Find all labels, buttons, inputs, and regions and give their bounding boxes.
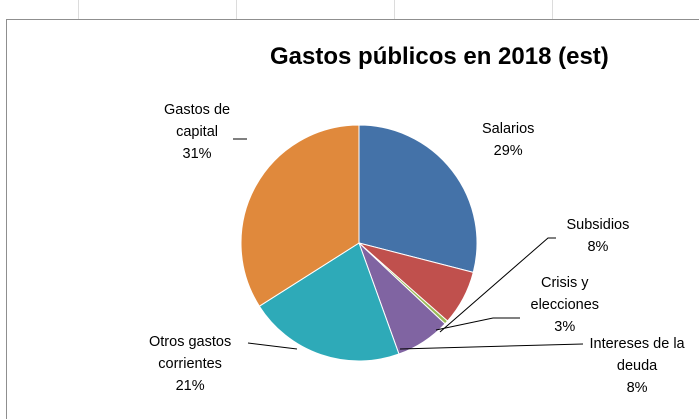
chart-title: Gastos públicos en 2018 (est)	[270, 43, 609, 70]
pie-chart[interactable]	[0, 0, 699, 405]
data-label-category: deuda	[616, 358, 658, 374]
data-label-percent: 3%	[554, 319, 576, 335]
leader-line	[439, 237, 556, 333]
data-label-percent: 21%	[175, 378, 205, 394]
leader-line	[435, 317, 520, 331]
pie-slice-salarios[interactable]	[358, 124, 478, 273]
column-gridline	[552, 0, 553, 19]
data-label-category: capital	[176, 124, 218, 140]
data-label-category: Subsidios	[566, 217, 630, 233]
column-gridline	[236, 0, 237, 19]
data-label-category: Crisis y	[540, 275, 589, 291]
data-label: Gastos de capital 31%	[164, 99, 230, 165]
data-label: Intereses de la deuda 8%	[590, 333, 685, 399]
data-label-category: Gastos de	[164, 102, 231, 118]
data-label-category: Salarios	[482, 121, 535, 137]
data-label: Otros gastos corrientes 21%	[149, 331, 231, 397]
data-label-percent: 29%	[493, 143, 523, 159]
column-gridline	[78, 0, 79, 19]
data-label-category: Intereses de la	[589, 336, 685, 352]
data-label-category: Otros gastos	[149, 334, 232, 350]
leader-line	[399, 343, 584, 350]
data-label: Subsidios 8%	[567, 214, 630, 258]
pie-slice-gastos-de-capital[interactable]	[240, 124, 360, 307]
data-label: Salarios 29%	[482, 118, 534, 162]
data-label-category: elecciones	[530, 297, 600, 313]
column-gridline	[394, 0, 395, 19]
pie-slice-otros-gastos-corrientes[interactable]	[258, 242, 400, 362]
data-label-percent: 8%	[626, 380, 648, 396]
spreadsheet-column-strip	[0, 0, 699, 19]
data-label-percent: 31%	[182, 146, 212, 162]
data-label-percent: 8%	[587, 239, 609, 255]
data-label-category: corrientes	[158, 356, 222, 372]
data-label: Crisis y elecciones 3%	[531, 272, 600, 338]
leader-line	[247, 342, 298, 350]
